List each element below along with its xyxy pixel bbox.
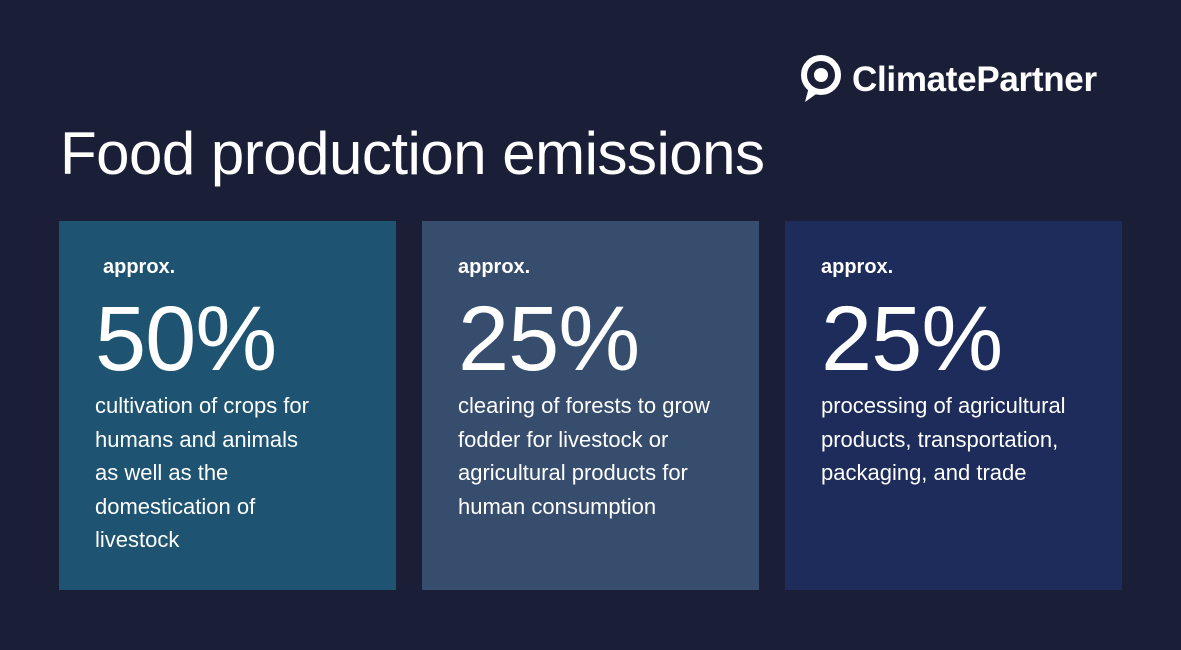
- stat-prefix: approx.: [821, 256, 894, 278]
- climatepartner-logo-icon: [801, 55, 841, 102]
- page-title: Food production emissions: [60, 120, 765, 187]
- brand-logo: ClimatePartner: [800, 54, 1097, 104]
- stat-prefix: approx.: [103, 256, 176, 278]
- stat-value: 25%: [458, 288, 640, 390]
- stat-description: processing of agricultural products, tra…: [821, 393, 1066, 485]
- stat-description: cultivation of crops for humans and anim…: [95, 393, 309, 552]
- stat-value: 25%: [821, 288, 1003, 390]
- stat-value: 50%: [95, 288, 277, 390]
- brand-name: ClimatePartner: [852, 59, 1097, 99]
- stat-card-processing: approx. 25% processing of agricultural p…: [785, 221, 1122, 590]
- stat-card-crops: approx. 50% cultivation of crops for hum…: [59, 221, 396, 590]
- stat-card-forests: approx. 25% clearing of forests to grow …: [422, 221, 759, 590]
- stat-description: clearing of forests to grow fodder for l…: [458, 393, 710, 519]
- stat-prefix: approx.: [458, 256, 531, 278]
